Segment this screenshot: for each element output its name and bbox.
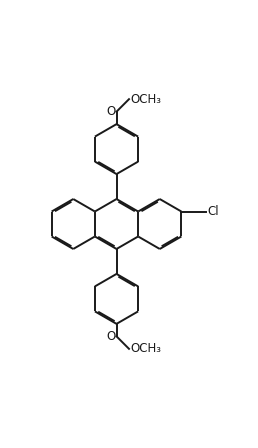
Text: OCH₃: OCH₃ (130, 93, 161, 106)
Text: O: O (106, 105, 115, 118)
Text: OCH₃: OCH₃ (130, 342, 161, 355)
Text: Cl: Cl (208, 205, 219, 218)
Text: O: O (106, 330, 115, 343)
